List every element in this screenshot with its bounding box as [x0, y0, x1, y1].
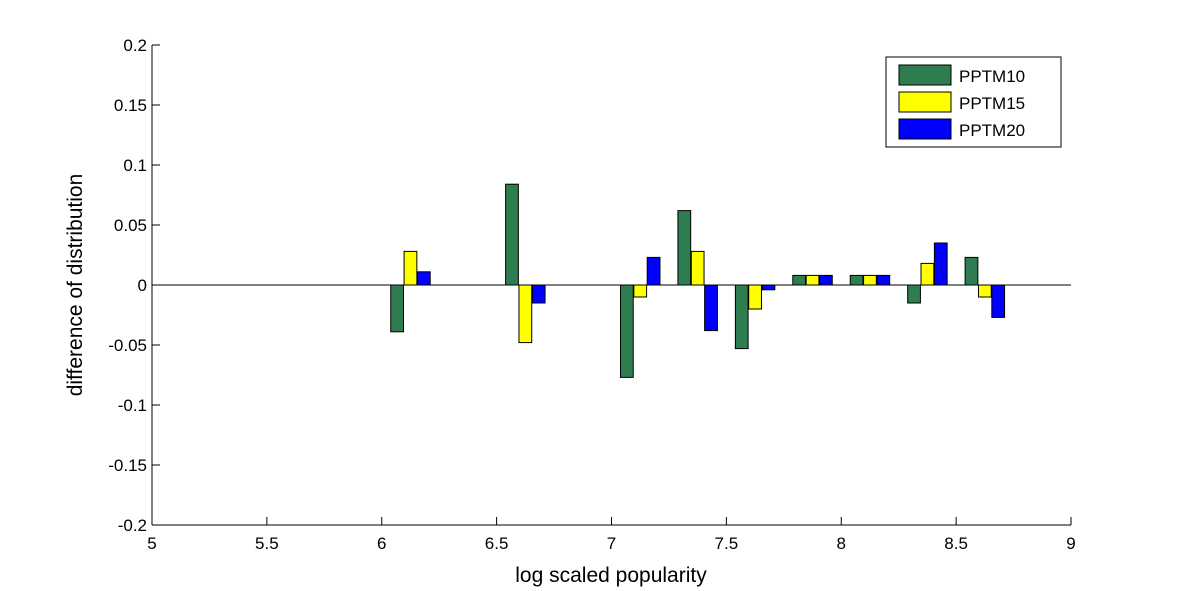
y-tick-label: -0.15 — [108, 456, 147, 475]
bar-pptm15 — [518, 284, 533, 344]
x-tick-label: 5.5 — [255, 534, 279, 553]
bar-pptm15 — [633, 284, 648, 298]
legend-label: PPTM10 — [959, 67, 1025, 86]
bar-pptm10 — [849, 274, 864, 286]
y-tick-label: 0.1 — [123, 156, 147, 175]
axes-group: 5 5.5 6 6.5 7 7.5 8 8.5 9 0.2 0.15 0.1 0.05 0 -0.05 -0.… — [108, 36, 1075, 553]
bars-group — [390, 183, 1006, 378]
bar-pptm20 — [531, 284, 546, 304]
x-axis-title: log scaled popularity — [515, 564, 707, 587]
bar-pptm10 — [792, 274, 807, 286]
bar-pptm15 — [805, 274, 820, 286]
bar-pptm20 — [416, 271, 431, 286]
bar-pptm15 — [403, 250, 418, 286]
bar-pptm20 — [704, 284, 718, 332]
bar-pptm20 — [876, 274, 891, 286]
y-tick-label: 0.15 — [114, 96, 147, 115]
bar-pptm20 — [761, 284, 776, 291]
y-tick-label: -0.1 — [118, 396, 147, 415]
bar-pptm10 — [505, 183, 519, 286]
legend: PPTM10 PPTM15 PPTM20 — [885, 56, 1062, 148]
legend-swatch — [898, 64, 952, 86]
y-tick-label: 0 — [138, 276, 147, 295]
bar-pptm20 — [933, 242, 948, 286]
bar-pptm10 — [677, 210, 692, 286]
bar-pptm15 — [748, 284, 762, 310]
x-tick-label: 5 — [147, 534, 156, 553]
y-tick-label: -0.2 — [118, 516, 147, 535]
x-tick-label: 6.5 — [485, 534, 509, 553]
bar-pptm10 — [907, 284, 921, 304]
x-tick-label: 8.5 — [944, 534, 968, 553]
x-tick-label: 9 — [1066, 534, 1075, 553]
y-axis-title: difference of distribution — [64, 174, 87, 397]
legend-label: PPTM15 — [959, 94, 1025, 113]
bar-pptm10 — [964, 256, 979, 286]
bar-pptm15 — [690, 250, 705, 286]
bar-pptm15 — [863, 274, 877, 286]
bar-pptm20 — [819, 274, 833, 286]
y-tick-label: 0.05 — [114, 216, 147, 235]
legend-swatch — [898, 118, 952, 140]
x-tick-label: 7 — [607, 534, 616, 553]
bar-pptm15 — [920, 262, 935, 286]
bar-pptm10 — [619, 284, 634, 378]
bar-pptm10 — [390, 284, 404, 333]
bar-pptm20 — [991, 284, 1006, 318]
y-tick-label: -0.05 — [108, 336, 147, 355]
legend-label: PPTM20 — [959, 121, 1025, 140]
bar-pptm15 — [977, 284, 992, 298]
y-tick-label: 0.2 — [123, 36, 147, 55]
x-tick-label: 7.5 — [715, 534, 739, 553]
legend-swatch — [898, 91, 952, 113]
bar-pptm20 — [646, 256, 661, 286]
x-tick-label: 6 — [377, 534, 386, 553]
x-tick-label: 8 — [837, 534, 846, 553]
bar-pptm10 — [734, 284, 749, 350]
